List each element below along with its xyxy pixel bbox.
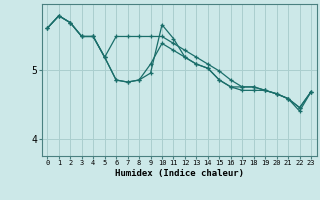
X-axis label: Humidex (Indice chaleur): Humidex (Indice chaleur) — [115, 169, 244, 178]
